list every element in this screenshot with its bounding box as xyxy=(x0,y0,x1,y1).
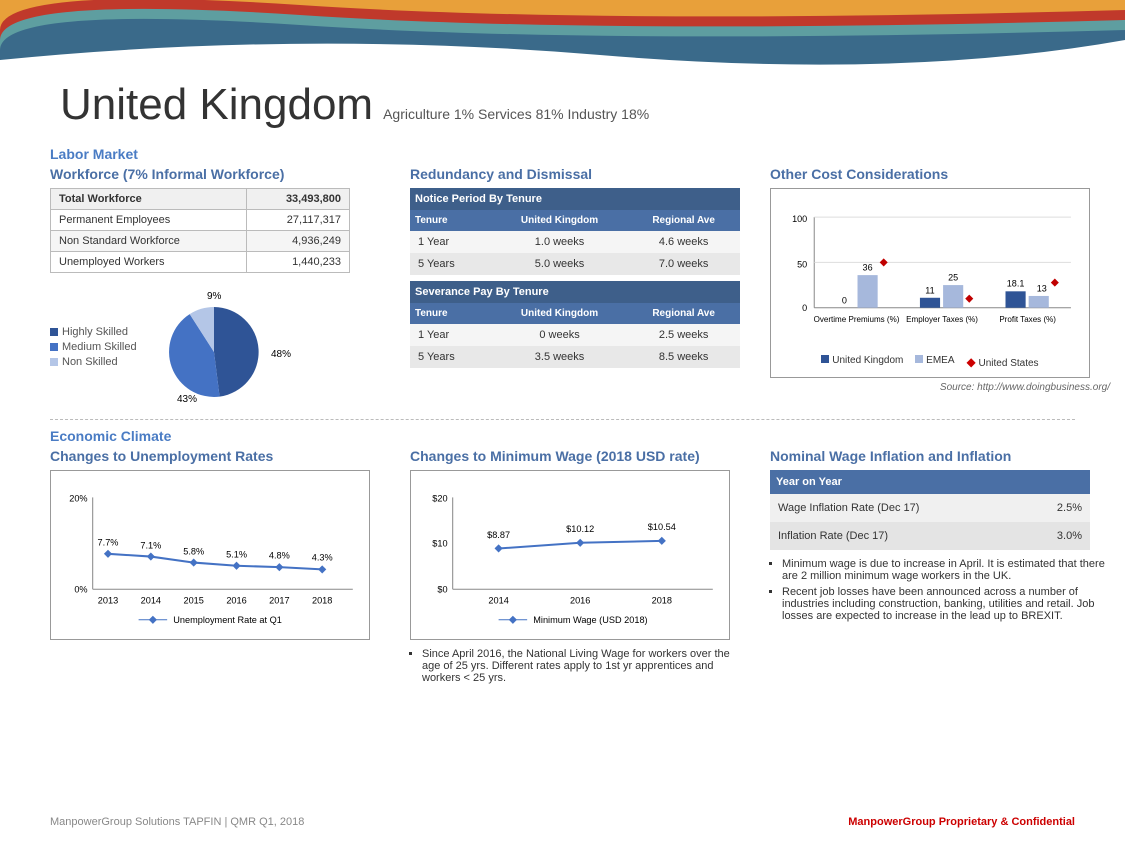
svg-text:7.7%: 7.7% xyxy=(98,537,119,547)
svg-text:2013: 2013 xyxy=(98,595,118,605)
svg-text:Overtime Premiums (%): Overtime Premiums (%) xyxy=(814,315,900,324)
labor-section-label: Labor Market xyxy=(50,146,1075,162)
svg-text:$8.87: $8.87 xyxy=(487,530,510,540)
minwage-note: Since April 2016, the National Living Wa… xyxy=(410,648,740,684)
minwage-chart: $20 $10 $0 $8.87 $10.12 $10.54 2014 2016… xyxy=(410,470,730,640)
svg-text:4.8%: 4.8% xyxy=(269,551,290,561)
svg-text:0: 0 xyxy=(842,296,847,306)
workforce-title: Workforce (7% Informal Workforce) xyxy=(50,166,380,182)
svg-text:2014: 2014 xyxy=(488,595,508,605)
inflation-title: Nominal Wage Inflation and Inflation xyxy=(770,448,1110,464)
svg-text:$20: $20 xyxy=(432,493,447,503)
svg-text:0: 0 xyxy=(802,303,807,313)
svg-text:11: 11 xyxy=(925,286,934,296)
svg-text:13: 13 xyxy=(1037,284,1047,294)
svg-text:25: 25 xyxy=(948,273,958,283)
svg-text:Minimum Wage (USD 2018): Minimum Wage (USD 2018) xyxy=(533,615,647,625)
svg-text:2018: 2018 xyxy=(312,595,332,605)
svg-text:18.1: 18.1 xyxy=(1007,279,1025,289)
unemp-title: Changes to Unemployment Rates xyxy=(50,448,380,464)
svg-text:48%: 48% xyxy=(271,349,291,360)
cost-bar-chart: 100 50 0 0 36 11 25 18.1 xyxy=(770,188,1090,378)
banner-swoosh xyxy=(0,0,1125,80)
page-title: United Kingdom xyxy=(60,80,373,130)
svg-text:5.8%: 5.8% xyxy=(183,547,204,557)
svg-text:Employer Taxes (%): Employer Taxes (%) xyxy=(906,315,978,324)
svg-text:100: 100 xyxy=(792,214,807,224)
svg-text:4.3%: 4.3% xyxy=(312,553,333,563)
notice-table: Notice Period By Tenure TenureUnited Kin… xyxy=(410,188,740,275)
svg-text:$0: $0 xyxy=(437,584,447,594)
svg-text:9%: 9% xyxy=(207,291,222,302)
source-text: Source: http://www.doingbusiness.org/ xyxy=(770,382,1110,393)
svg-text:$10: $10 xyxy=(432,538,447,548)
severance-table: Severance Pay By Tenure TenureUnited Kin… xyxy=(410,281,740,368)
workforce-table: Total Workforce33,493,800 Permanent Empl… xyxy=(50,188,350,273)
svg-text:$10.12: $10.12 xyxy=(566,524,594,534)
svg-text:2015: 2015 xyxy=(183,595,203,605)
footer-left: ManpowerGroup Solutions TAPFIN | QMR Q1,… xyxy=(50,816,304,828)
econ-section-label: Economic Climate xyxy=(50,428,1075,444)
unemployment-chart: 20% 0% 7.7% 7.1% 5.8% 5.1% 4.8% 4.3% 201… xyxy=(50,470,370,640)
svg-text:50: 50 xyxy=(797,259,807,269)
svg-text:36: 36 xyxy=(863,262,873,272)
inflation-notes: Minimum wage is due to increase in April… xyxy=(770,558,1110,622)
inflation-table: Year on Year Wage Inflation Rate (Dec 17… xyxy=(770,470,1090,550)
minwage-title: Changes to Minimum Wage (2018 USD rate) xyxy=(410,448,740,464)
svg-text:2016: 2016 xyxy=(226,595,246,605)
pie-legend: Highly Skilled Medium Skilled Non Skille… xyxy=(50,323,137,371)
svg-text:2017: 2017 xyxy=(269,595,289,605)
svg-text:$10.54: $10.54 xyxy=(648,522,676,532)
sector-breakdown: Agriculture 1% Services 81% Industry 18% xyxy=(383,106,649,122)
svg-text:5.1%: 5.1% xyxy=(226,550,247,560)
svg-text:2014: 2014 xyxy=(141,595,161,605)
svg-text:2016: 2016 xyxy=(570,595,590,605)
svg-text:Unemployment Rate at Q1: Unemployment Rate at Q1 xyxy=(173,615,282,625)
svg-text:7.1%: 7.1% xyxy=(140,540,161,550)
skills-pie-chart: 48% 43% 9% xyxy=(149,287,299,407)
svg-text:2018: 2018 xyxy=(652,595,672,605)
redundancy-title: Redundancy and Dismissal xyxy=(410,166,740,182)
svg-text:20%: 20% xyxy=(69,493,87,503)
othercost-title: Other Cost Considerations xyxy=(770,166,1110,182)
svg-text:43%: 43% xyxy=(177,394,197,405)
footer-right: ManpowerGroup Proprietary & Confidential xyxy=(848,816,1075,828)
svg-text:Profit Taxes (%): Profit Taxes (%) xyxy=(999,315,1056,324)
svg-text:0%: 0% xyxy=(74,584,87,594)
